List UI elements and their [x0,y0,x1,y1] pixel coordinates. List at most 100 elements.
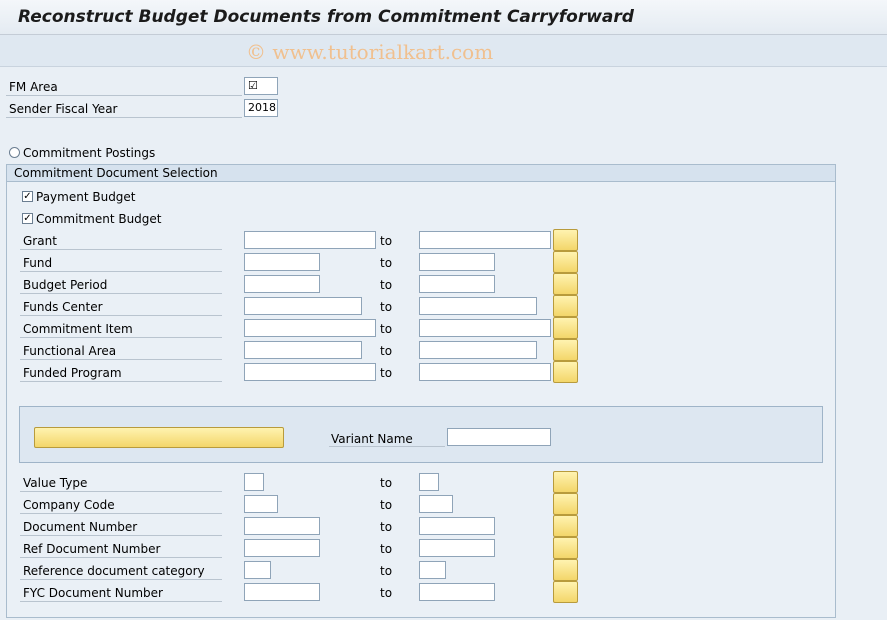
divider [20,337,222,338]
divider [20,535,222,536]
to-label: to [380,344,393,358]
to-label: to [380,234,393,248]
fund-label: Fund [23,256,53,270]
variant-name-input[interactable] [447,428,551,446]
to-label: to [380,476,393,490]
value-type-multiple-selection-button[interactable] [553,471,578,493]
commitment-item-from-input[interactable] [244,319,376,337]
commitment-budget-checkbox[interactable]: ✓ [22,213,33,224]
fyc-document-number-multiple-selection-button[interactable] [553,581,578,603]
company-code-to-input[interactable] [419,495,453,513]
value-type-to-input[interactable] [419,473,439,491]
to-label: to [380,300,393,314]
fyc-document-number-to-input[interactable] [419,583,495,601]
divider [20,315,222,316]
commitment-budget-label: Commitment Budget [36,212,162,226]
payment-budget-label: Payment Budget [36,190,136,204]
variant-button[interactable] [34,427,284,448]
budget-period-to-input[interactable] [419,275,495,293]
reference-document-category-multiple-selection-button[interactable] [553,559,578,581]
divider [6,95,242,96]
funds-center-to-input[interactable] [419,297,537,315]
page-title: Reconstruct Budget Documents from Commit… [18,7,634,27]
commitment-item-to-input[interactable] [419,319,551,337]
functional-area-from-input[interactable] [244,341,362,359]
to-label: to [380,520,393,534]
divider [329,446,445,447]
fund-to-input[interactable] [419,253,495,271]
funds-center-multiple-selection-button[interactable] [553,295,578,317]
to-label: to [380,498,393,512]
value-type-label: Value Type [23,476,88,490]
grant-to-input[interactable] [419,231,551,249]
fyc-document-number-label: FYC Document Number [23,586,163,600]
divider [6,117,242,118]
payment-budget-checkbox[interactable]: ✓ [22,191,33,202]
budget-period-multiple-selection-button[interactable] [553,273,578,295]
ref-document-number-label: Ref Document Number [23,542,161,556]
document-number-from-input[interactable] [244,517,320,535]
commitment-postings-radio[interactable] [9,147,20,158]
reference-document-category-to-input[interactable] [419,561,446,579]
funded-program-multiple-selection-button[interactable] [553,361,578,383]
grant-multiple-selection-button[interactable] [553,229,578,251]
funded-program-label: Funded Program [23,366,122,380]
divider [20,557,222,558]
document-number-label: Document Number [23,520,138,534]
variant-name-label: Variant Name [331,432,413,446]
divider [20,513,222,514]
fm-area-label: FM Area [9,80,58,94]
group-title: Commitment Document Selection [14,166,218,180]
fm-area-value: ☑ [248,79,258,92]
application-toolbar [0,35,887,67]
ref-document-number-from-input[interactable] [244,539,320,557]
divider [20,293,222,294]
company-code-multiple-selection-button[interactable] [553,493,578,515]
to-label: to [380,322,393,336]
commitment-postings-label: Commitment Postings [23,146,156,160]
company-code-from-input[interactable] [244,495,278,513]
grant-label: Grant [23,234,57,248]
reference-document-category-from-input[interactable] [244,561,271,579]
document-number-to-input[interactable] [419,517,495,535]
to-label: to [380,586,393,600]
funds-center-from-input[interactable] [244,297,362,315]
to-label: to [380,564,393,578]
fund-from-input[interactable] [244,253,320,271]
ref-document-number-to-input[interactable] [419,539,495,557]
to-label: to [380,278,393,292]
divider [20,491,222,492]
sender-fiscal-year-input[interactable]: 2018 [244,99,278,117]
fund-multiple-selection-button[interactable] [553,251,578,273]
commitment-item-label: Commitment Item [23,322,133,336]
funds-center-label: Funds Center [23,300,103,314]
budget-period-label: Budget Period [23,278,108,292]
funded-program-to-input[interactable] [419,363,551,381]
funded-program-from-input[interactable] [244,363,376,381]
functional-area-multiple-selection-button[interactable] [553,339,578,361]
commitment-item-multiple-selection-button[interactable] [553,317,578,339]
fyc-document-number-from-input[interactable] [244,583,320,601]
divider [20,381,222,382]
value-type-from-input[interactable] [244,473,264,491]
sender-fiscal-year-value: 2018 [248,101,276,114]
to-label: to [380,366,393,380]
grant-from-input[interactable] [244,231,376,249]
reference-document-category-label: Reference document category [23,564,205,578]
functional-area-to-input[interactable] [419,341,537,359]
variant-area [19,406,823,463]
divider [20,601,222,602]
document-number-multiple-selection-button[interactable] [553,515,578,537]
divider [20,359,222,360]
divider [20,249,222,250]
group-header: Commitment Document Selection [6,164,836,182]
to-label: to [380,542,393,556]
title-bar: Reconstruct Budget Documents from Commit… [0,0,887,35]
to-label: to [380,256,393,270]
fm-area-input[interactable]: ☑ [244,77,278,95]
budget-period-from-input[interactable] [244,275,320,293]
sender-fiscal-year-label: Sender Fiscal Year [9,102,118,116]
ref-document-number-multiple-selection-button[interactable] [553,537,578,559]
functional-area-label: Functional Area [23,344,117,358]
divider [20,579,222,580]
